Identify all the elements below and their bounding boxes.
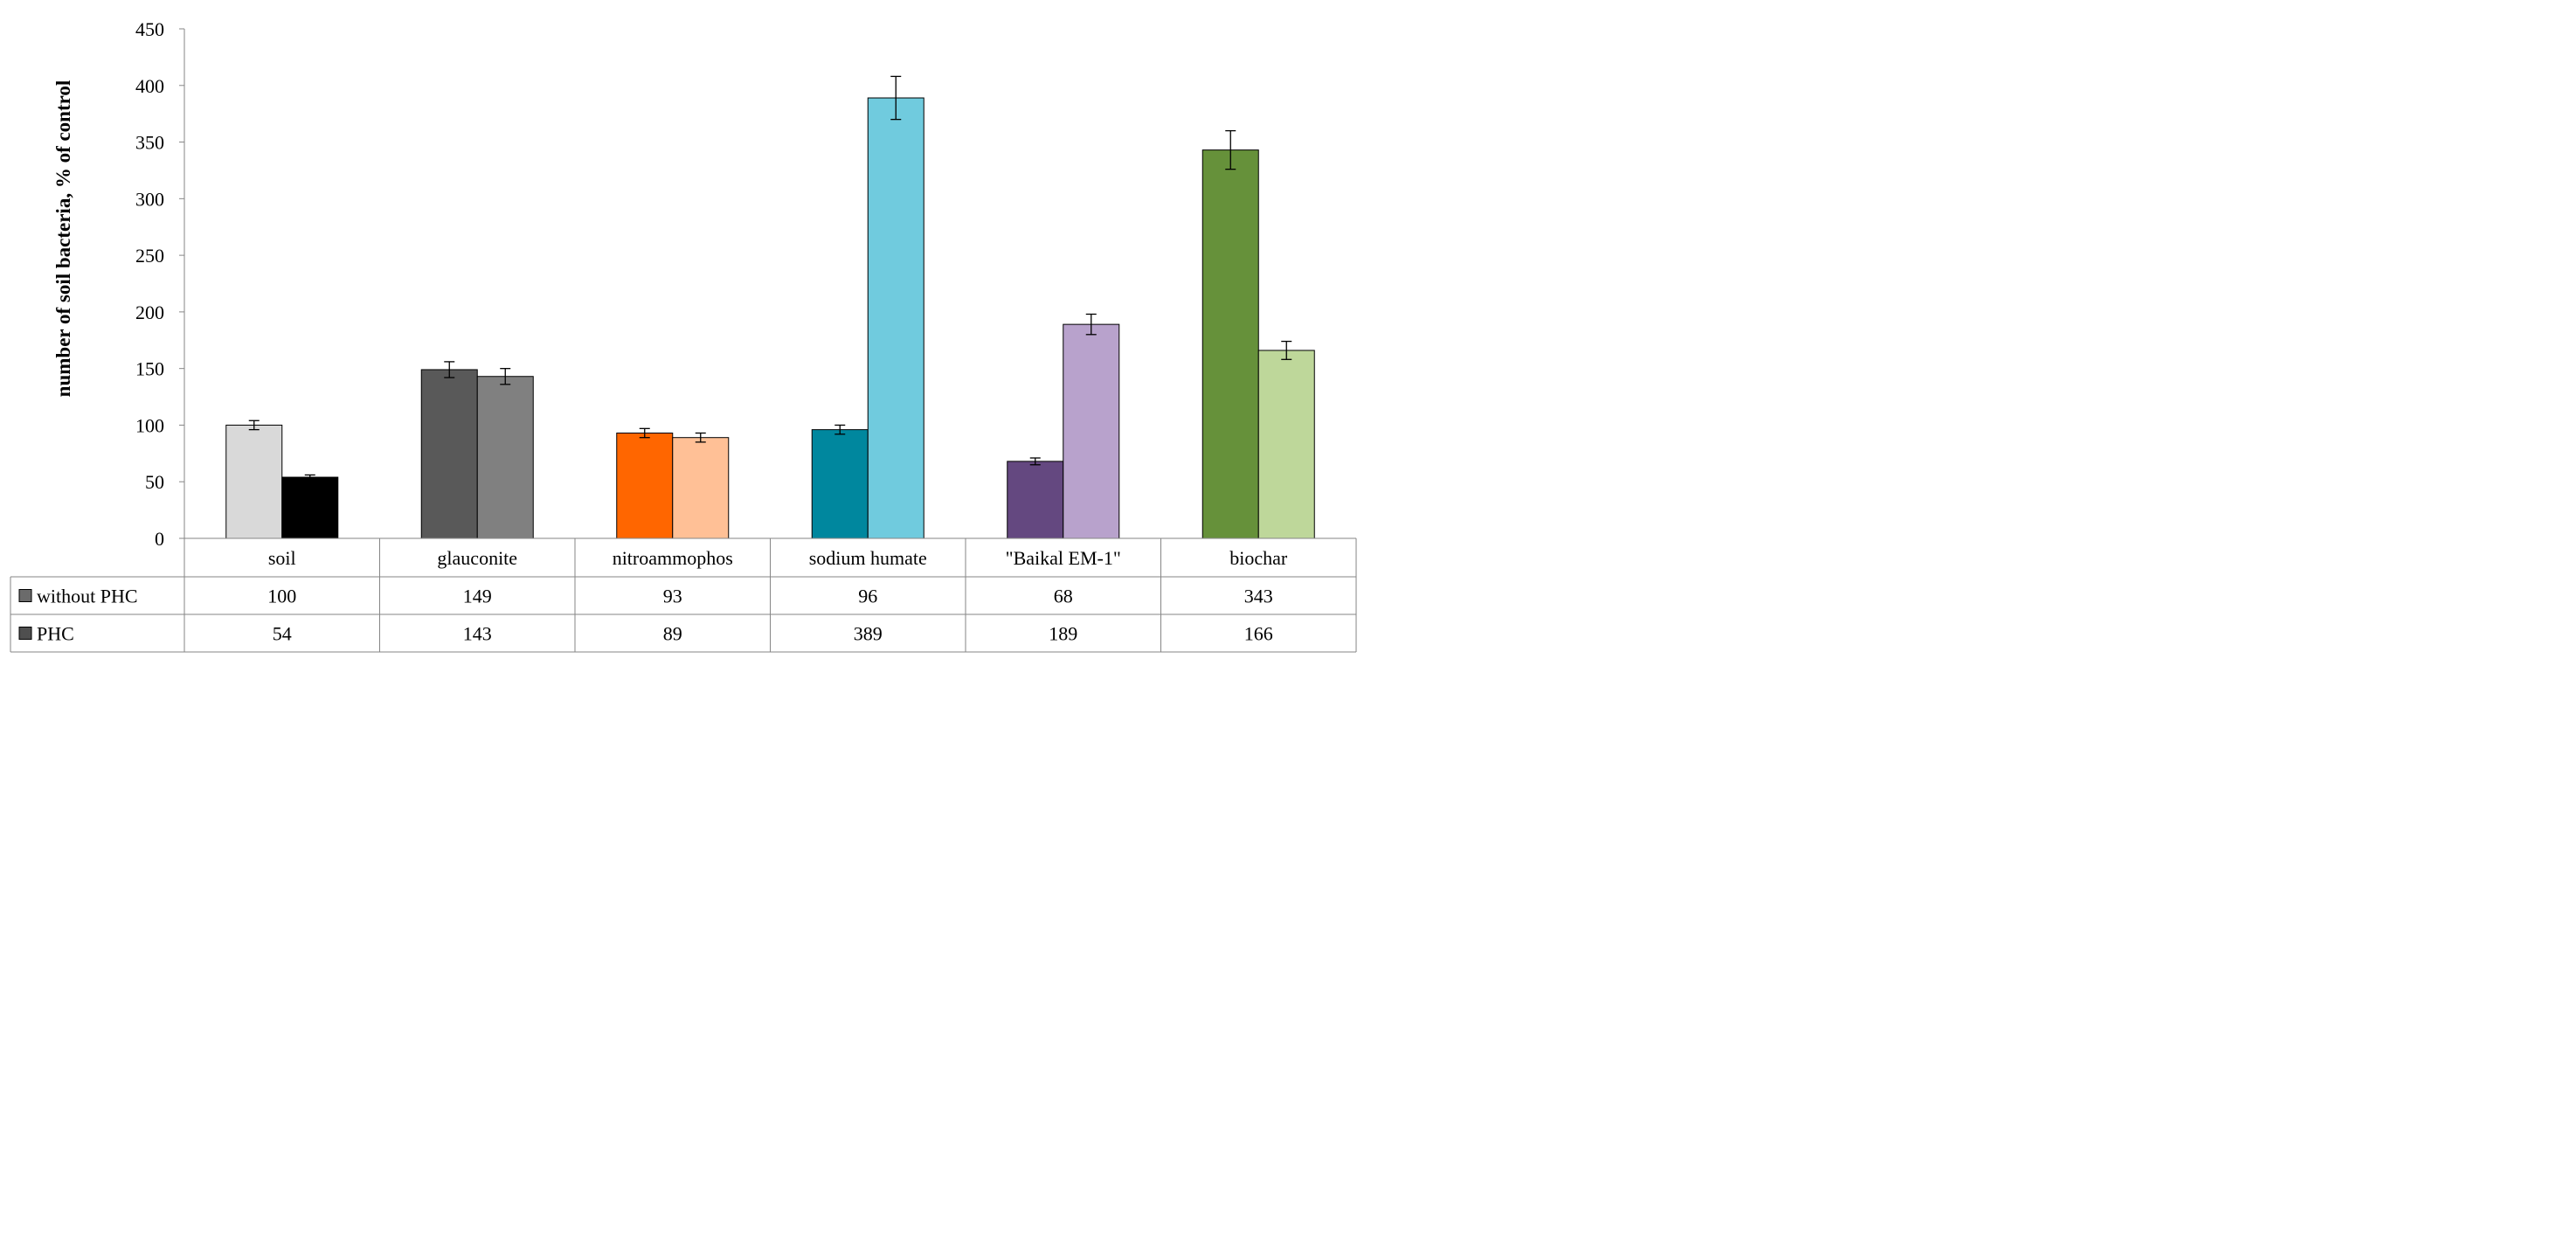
bar-phc <box>867 97 924 539</box>
bar-without-phc <box>616 433 674 539</box>
table-cell-value: 100 <box>267 586 296 607</box>
legend-key <box>18 589 32 602</box>
table-cell-value: 89 <box>663 623 682 645</box>
bar-without-phc <box>225 424 283 539</box>
bar-without-phc <box>420 369 478 539</box>
y-tick-label: 450 <box>135 18 164 40</box>
table-cell-value: 389 <box>854 623 883 645</box>
y-tick-label: 0 <box>155 528 164 550</box>
table-cell-value: 96 <box>858 586 877 607</box>
legend-label: without PHC <box>37 586 138 607</box>
bar-phc <box>281 476 339 539</box>
y-tick-label: 400 <box>135 75 164 97</box>
bar-without-phc <box>1007 461 1064 539</box>
y-tick-label: 300 <box>135 188 164 210</box>
table-cell-value: 143 <box>463 623 492 645</box>
bar-chart: 0 50 100 150 200 250 300 350 400 450 soil glauconi… <box>10 18 1357 653</box>
table-cell-value: 54 <box>273 623 292 645</box>
legend-label: PHC <box>37 623 74 645</box>
category-label: biochar <box>1229 547 1288 569</box>
category-label: sodium humate <box>809 547 927 569</box>
chart-root: 0 50 100 150 200 250 300 350 400 450 soil glauconi… <box>0 0 1370 664</box>
bar-without-phc <box>1201 149 1259 539</box>
bar-phc <box>476 376 534 539</box>
y-tick-label: 250 <box>135 245 164 267</box>
bar-phc <box>1063 323 1120 539</box>
table-cell-value: 343 <box>1244 586 1273 607</box>
legend-key <box>18 627 32 640</box>
category-label: glauconite <box>437 547 517 569</box>
y-tick-label: 150 <box>135 358 164 380</box>
bar-phc <box>672 437 730 539</box>
y-tick-label: 200 <box>135 302 164 323</box>
y-tick-label: 350 <box>135 132 164 154</box>
table-cell-value: 149 <box>463 586 492 607</box>
table-cell-value: 93 <box>663 586 682 607</box>
category-label: "Baikal EM-1" <box>1006 547 1121 569</box>
table-cell-value: 189 <box>1049 623 1077 645</box>
y-tick-label: 50 <box>145 471 164 493</box>
category-label: soil <box>268 547 296 569</box>
table-cell-value: 68 <box>1054 586 1073 607</box>
y-tick-label: 100 <box>135 414 164 436</box>
y-axis-label: number of soil bacteria, % of control <box>52 80 74 398</box>
bar-without-phc <box>811 429 869 539</box>
bar-phc <box>1257 350 1315 539</box>
table-cell-value: 166 <box>1244 623 1273 645</box>
category-label: nitroammophos <box>613 547 733 569</box>
